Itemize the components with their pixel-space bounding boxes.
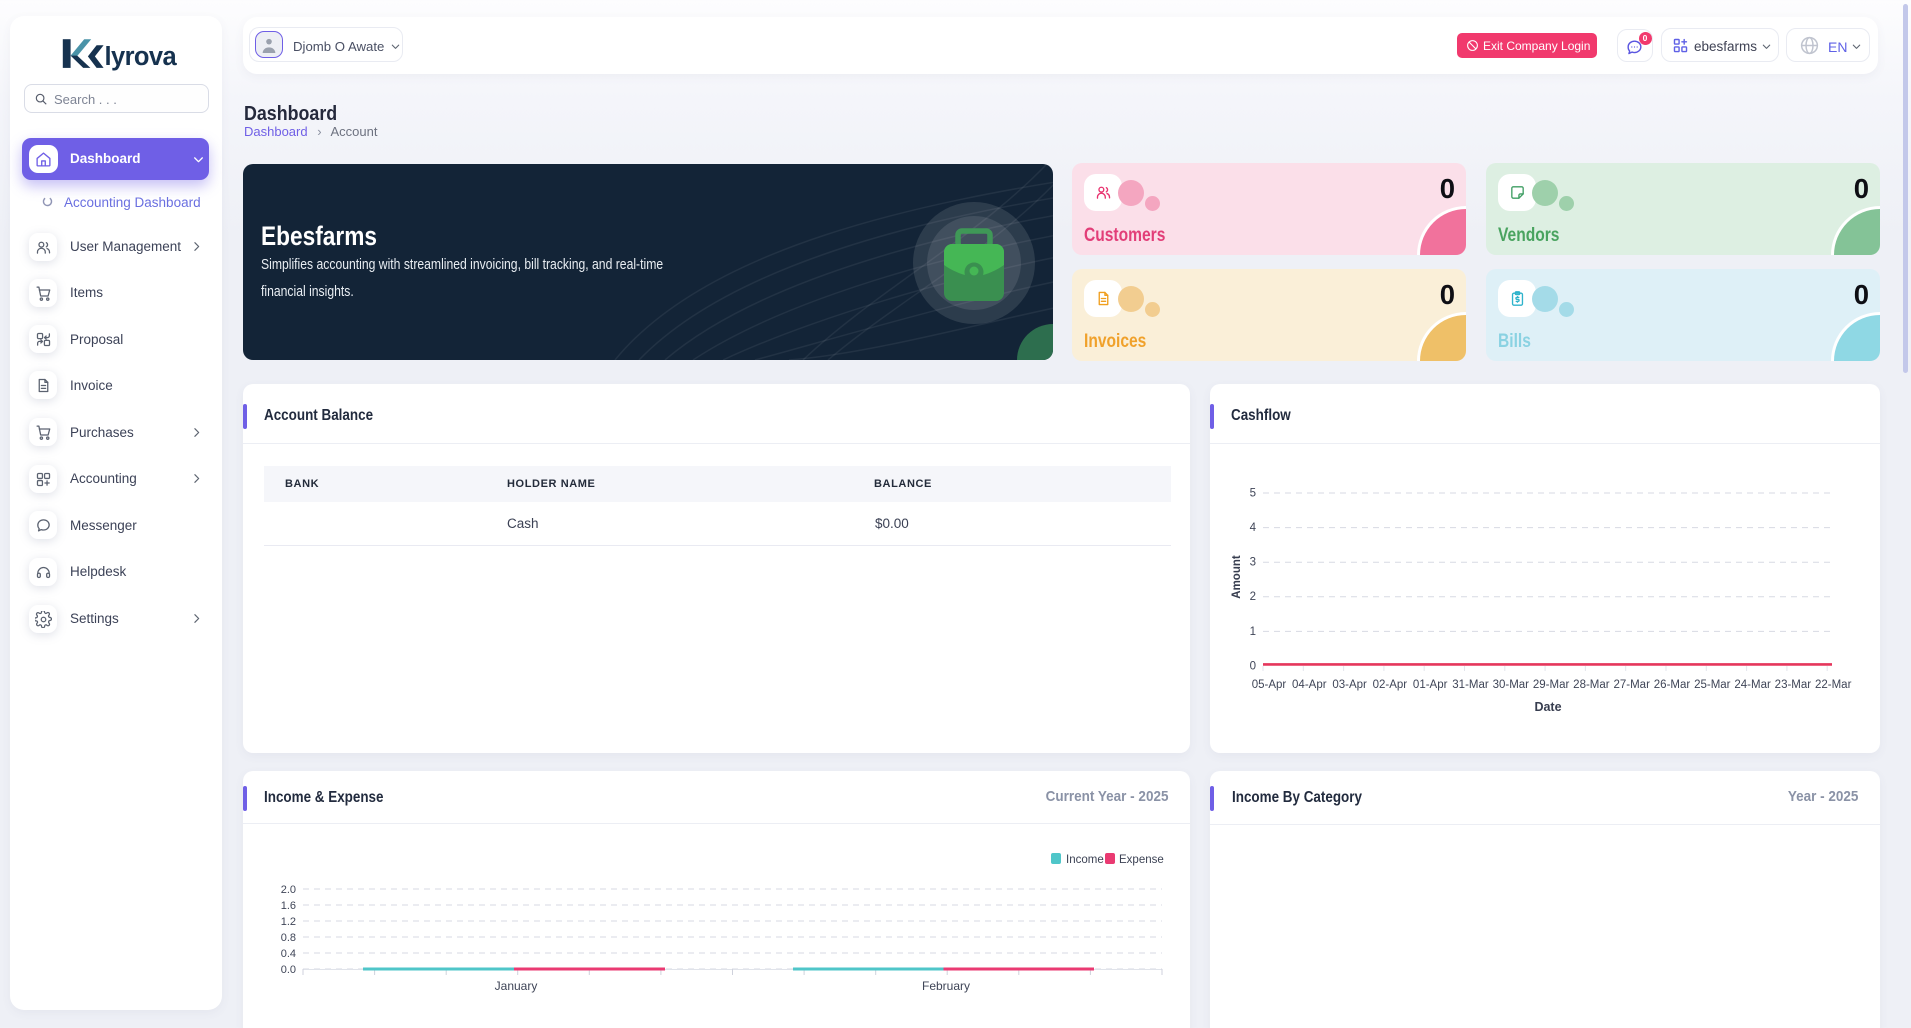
svg-text:27-Mar: 27-Mar	[1613, 679, 1650, 691]
svg-text:02-Apr: 02-Apr	[1373, 679, 1408, 691]
svg-text:Expense: Expense	[1119, 854, 1164, 866]
svg-text:30-Mar: 30-Mar	[1493, 679, 1530, 691]
svg-text:23-Mar: 23-Mar	[1775, 679, 1812, 691]
svg-text:2: 2	[1250, 591, 1256, 603]
svg-text:26-Mar: 26-Mar	[1654, 679, 1691, 691]
svg-text:0.8: 0.8	[281, 932, 296, 944]
svg-text:0.0: 0.0	[281, 964, 296, 976]
svg-text:25-Mar: 25-Mar	[1694, 679, 1731, 691]
svg-text:Amount: Amount	[1231, 555, 1243, 599]
svg-text:Income: Income	[1066, 854, 1104, 866]
svg-text:1: 1	[1250, 626, 1256, 638]
svg-text:2.0: 2.0	[281, 884, 296, 896]
svg-text:3: 3	[1250, 557, 1256, 569]
svg-text:0.4: 0.4	[281, 948, 296, 960]
svg-text:05-Apr: 05-Apr	[1252, 679, 1287, 691]
svg-text:31-Mar: 31-Mar	[1452, 679, 1489, 691]
svg-text:04-Apr: 04-Apr	[1292, 679, 1327, 691]
svg-text:4: 4	[1250, 522, 1257, 534]
svg-text:01-Apr: 01-Apr	[1413, 679, 1448, 691]
svg-text:24-Mar: 24-Mar	[1734, 679, 1771, 691]
svg-text:28-Mar: 28-Mar	[1573, 679, 1610, 691]
svg-text:0: 0	[1250, 661, 1256, 673]
svg-text:5: 5	[1250, 488, 1256, 500]
svg-text:22-Mar: 22-Mar	[1815, 679, 1852, 691]
svg-text:1.2: 1.2	[281, 916, 296, 928]
svg-text:03-Apr: 03-Apr	[1332, 679, 1367, 691]
svg-text:January: January	[495, 979, 538, 993]
svg-text:29-Mar: 29-Mar	[1533, 679, 1570, 691]
svg-text:lyrova: lyrova	[105, 43, 178, 71]
svg-text:1.6: 1.6	[281, 900, 296, 912]
svg-text:Date: Date	[1534, 700, 1561, 714]
svg-text:February: February	[922, 979, 970, 993]
